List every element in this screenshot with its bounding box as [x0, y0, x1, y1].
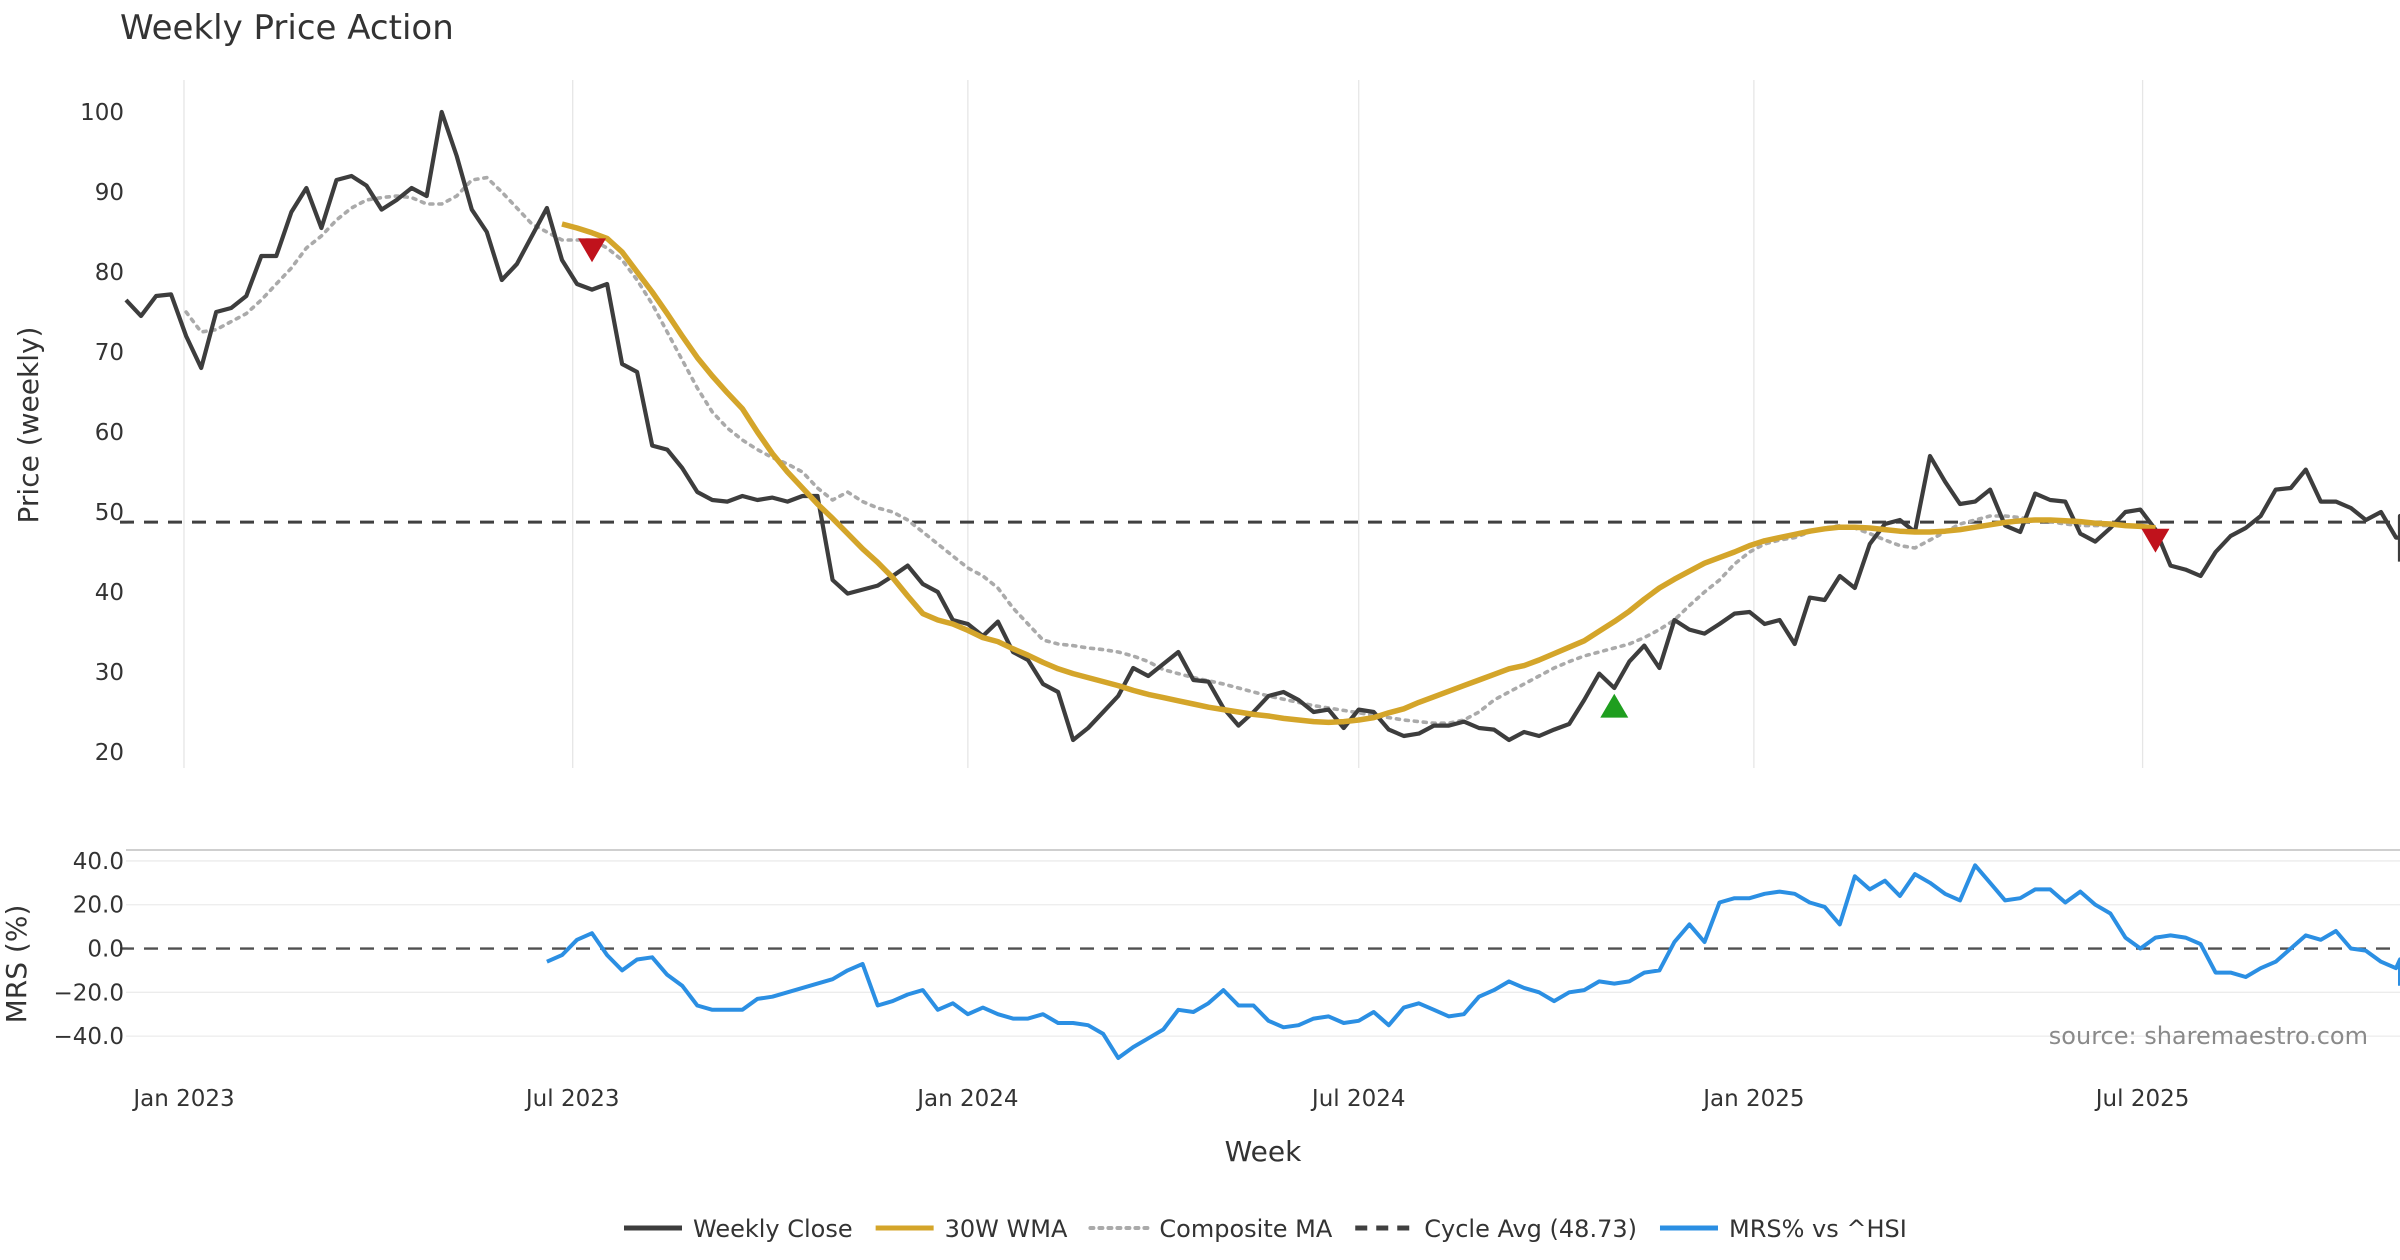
source-note: source: sharemaestro.com	[2049, 1022, 2368, 1050]
series-weekly-close	[124, 109, 2400, 743]
legend-label: 30W WMA	[945, 1215, 1068, 1243]
buy-signal-marker	[1600, 693, 1629, 718]
series-composite-ma	[184, 175, 2113, 726]
x-axis-title: Week	[1225, 1135, 1302, 1168]
chart-title: Weekly Price Action	[120, 8, 454, 48]
x-tick-label: Jul 2024	[1310, 1086, 1406, 1112]
legend-label: MRS% vs ^HSI	[1729, 1215, 1907, 1243]
price-y-tick-label: 20	[95, 740, 124, 766]
price-y-tick-label: 70	[95, 340, 124, 366]
series-30w-wma	[561, 221, 2156, 726]
legend-item: 30W WMA	[875, 1215, 1068, 1243]
price-grid	[183, 80, 2144, 768]
x-tick-labels: Jan 2023 Jul 2023 Jan 2024 Jul 2024 Jan 2025…	[131, 1086, 2189, 1112]
price-y-tick-label: 30	[95, 660, 124, 686]
signal-markers	[578, 238, 2170, 718]
legend-item: Cycle Avg (48.73)	[1355, 1215, 1637, 1243]
x-tick-label: Jul 2025	[2094, 1086, 2190, 1112]
sell-signal-marker	[578, 238, 607, 263]
price-y-tick-label: 80	[95, 260, 124, 286]
chart-legend: Weekly Close 30W WMA Composite MA Cycle Avg…	[624, 1215, 1907, 1243]
price-y-axis-title: Price (weekly)	[12, 327, 45, 524]
x-tick-label: Jan 2024	[915, 1086, 1018, 1112]
price-y-tick-label: 50	[95, 500, 124, 526]
legend-label: Cycle Avg (48.73)	[1424, 1215, 1637, 1243]
series-mrs-vs-hsi	[546, 863, 2400, 1060]
legend-item: Weekly Close	[624, 1215, 853, 1243]
price-y-tick-label: 90	[95, 180, 124, 206]
mrs-series	[546, 863, 2400, 1060]
price-y-tick-label: 60	[95, 420, 124, 446]
x-tick-label: Jan 2025	[1701, 1086, 1804, 1112]
price-y-tick-label: 40	[95, 580, 124, 606]
price-y-tick-labels: 20 30 40 50 60 70 80 90 100	[80, 100, 124, 766]
legend-item: MRS% vs ^HSI	[1659, 1215, 1907, 1243]
mrs-y-tick-label: 40.0	[73, 849, 124, 875]
mrs-y-tick-label: −20.0	[54, 980, 124, 1006]
mrs-y-tick-label: 0.0	[87, 937, 124, 963]
mrs-y-axis-title: MRS (%)	[0, 905, 33, 1024]
mrs-grid	[120, 849, 2400, 1037]
mrs-y-tick-labels: −40.0 −20.0 0.0 20.0 40.0	[54, 849, 124, 1050]
sell-signal-marker	[2141, 528, 2170, 553]
legend-item: Composite MA	[1088, 1215, 1333, 1243]
price-y-tick-label: 100	[80, 100, 124, 126]
x-tick-label: Jul 2023	[524, 1086, 620, 1112]
price-series	[120, 109, 2400, 743]
legend-label: Composite MA	[1159, 1215, 1332, 1243]
x-tick-label: Jan 2023	[131, 1086, 234, 1112]
mrs-y-tick-label: −40.0	[54, 1024, 124, 1050]
mrs-y-tick-label: 20.0	[73, 893, 124, 919]
legend-label: Weekly Close	[693, 1215, 853, 1243]
